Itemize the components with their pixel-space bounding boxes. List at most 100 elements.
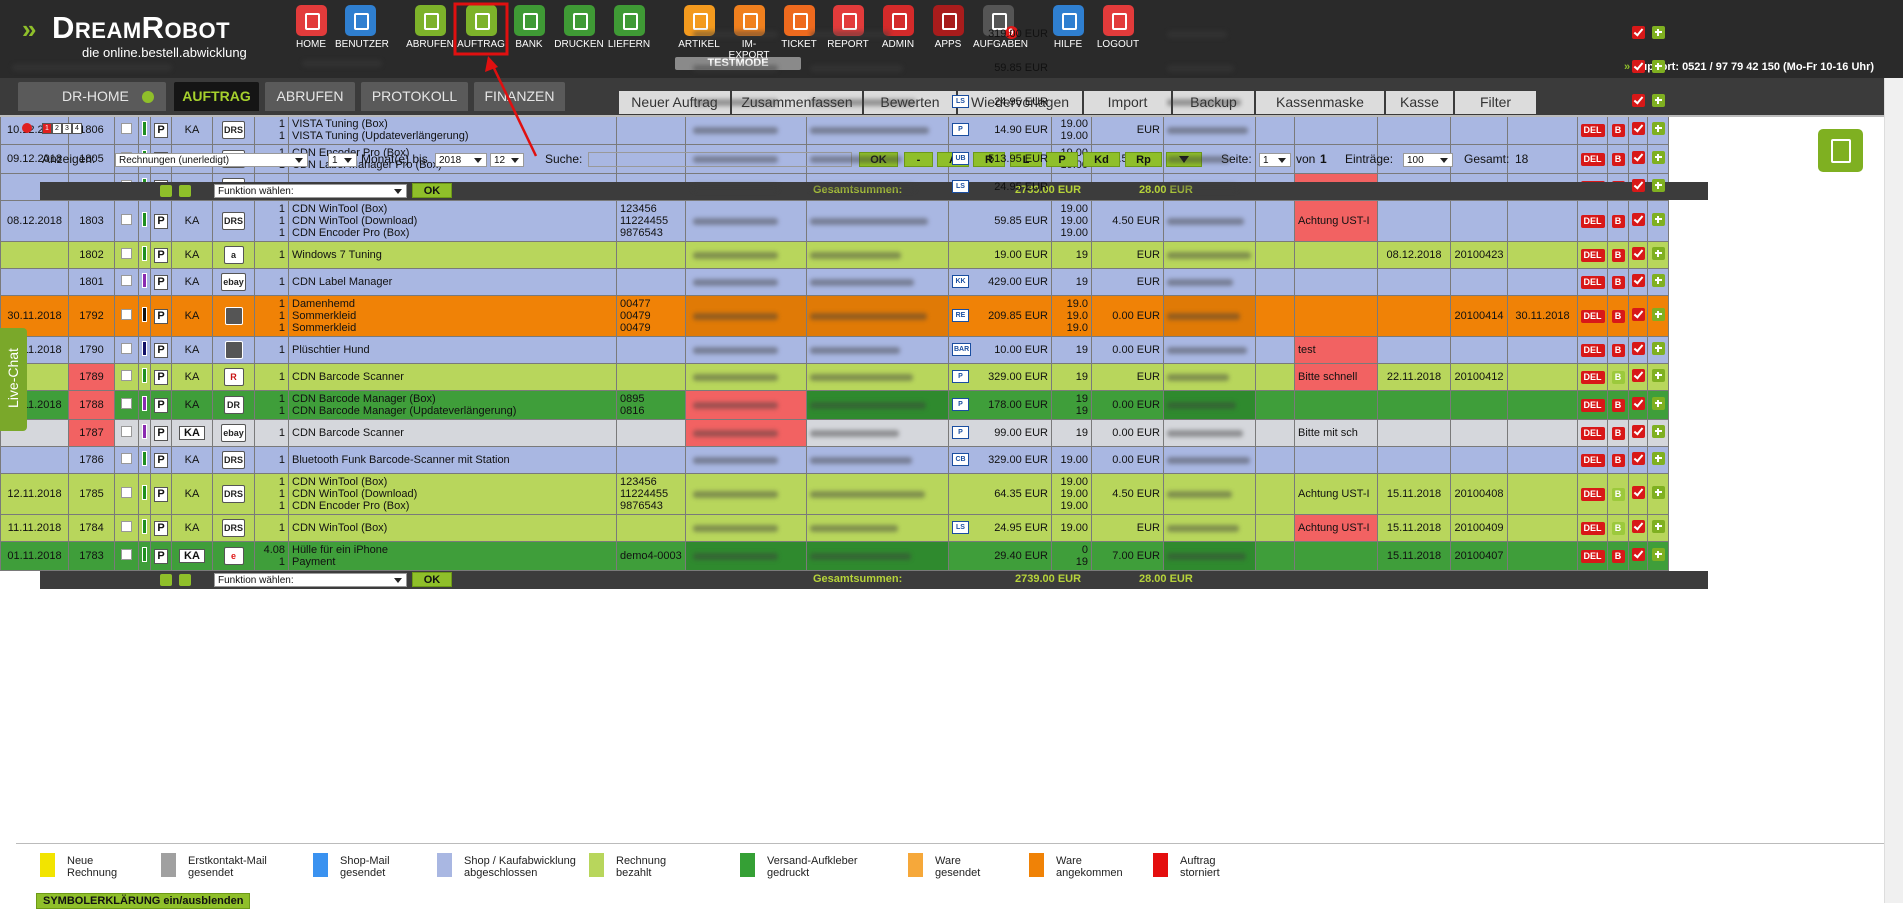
- nav-button[interactable]: REPORT: [823, 5, 873, 50]
- nav-button[interactable]: HILFE: [1043, 5, 1093, 50]
- uncheck-all[interactable]: [179, 574, 191, 586]
- b-button[interactable]: B: [1611, 453, 1625, 467]
- select[interactable]: 1: [1259, 153, 1291, 167]
- order-row[interactable]: 1786 P KA DRS 1 Bluetooth Funk Barcode-Scanne…: [0, 446, 1669, 474]
- order-row[interactable]: 10.12.2018 1806 P KA DRS 1 1 VISTA Tuning (Box)…: [0, 115, 1669, 145]
- b-button[interactable]: B: [1611, 521, 1625, 535]
- check-button[interactable]: [1631, 486, 1645, 499]
- add-button[interactable]: [1651, 151, 1665, 164]
- add-button[interactable]: [1651, 247, 1665, 260]
- add-button[interactable]: [1651, 94, 1665, 107]
- add-button[interactable]: [1651, 213, 1665, 226]
- delete-button[interactable]: DEL: [1580, 549, 1605, 563]
- filter-button[interactable]: OK: [859, 152, 898, 167]
- delete-button[interactable]: DEL: [1580, 426, 1605, 440]
- nav-button[interactable]: HOME: [286, 5, 336, 50]
- function-ok[interactable]: OK: [412, 572, 452, 587]
- order-row[interactable]: 1787 P KA ebay 1 CDN Barcode Scanner P 99.00 EU…: [0, 419, 1669, 447]
- delete-button[interactable]: DEL: [1580, 309, 1605, 323]
- add-button[interactable]: [1651, 274, 1665, 287]
- check-button[interactable]: [1631, 122, 1645, 135]
- delete-button[interactable]: DEL: [1580, 370, 1605, 384]
- order-row[interactable]: 22.11.2018 1790 P KA 1 Plüschtier Hund BAR 10.0…: [0, 336, 1669, 364]
- pager-item[interactable]: 1: [42, 123, 52, 134]
- check-button[interactable]: [1631, 274, 1645, 287]
- checkbox[interactable]: [121, 123, 132, 134]
- checkbox[interactable]: [121, 521, 132, 532]
- b-button[interactable]: B: [1611, 398, 1625, 412]
- search-input[interactable]: [588, 152, 852, 167]
- filter-button[interactable]: Rp: [1125, 152, 1162, 167]
- delete-button[interactable]: DEL: [1580, 487, 1605, 501]
- select[interactable]: 100: [1403, 153, 1453, 167]
- b-button[interactable]: B: [1611, 309, 1625, 323]
- add-button[interactable]: [1651, 26, 1665, 39]
- add-button[interactable]: [1651, 397, 1665, 410]
- delete-button[interactable]: DEL: [1580, 248, 1605, 262]
- b-button[interactable]: B: [1611, 370, 1625, 384]
- subtab[interactable]: Zusammenfassen: [732, 91, 864, 114]
- nav-button[interactable]: ADMIN: [873, 5, 923, 50]
- check-button[interactable]: [1631, 397, 1645, 410]
- checkbox[interactable]: [121, 343, 132, 354]
- select[interactable]: 12: [490, 153, 524, 167]
- order-row[interactable]: 1789 P KA R 1 CDN Barcode Scanner P 329.00 EUR 1…: [0, 363, 1669, 391]
- select[interactable]: 1: [328, 153, 357, 167]
- checkbox[interactable]: [121, 370, 132, 381]
- subtab[interactable]: Import: [1084, 91, 1173, 114]
- delete-button[interactable]: DEL: [1580, 214, 1605, 228]
- nav-button[interactable]: IM-EXPORT: [724, 5, 774, 61]
- nav-button[interactable]: ARTIKEL: [674, 5, 724, 50]
- filter-button[interactable]: Kd: [1083, 152, 1120, 167]
- checkbox[interactable]: [121, 426, 132, 437]
- pager-item[interactable]: 3: [62, 123, 72, 134]
- tab[interactable]: FINANZEN: [474, 82, 565, 111]
- check-button[interactable]: [1631, 369, 1645, 382]
- order-row[interactable]: 01.11.2018 1783 P KA e 4.08 1 Hülle für ein iPh…: [0, 541, 1669, 571]
- check-all[interactable]: [160, 574, 172, 586]
- b-button[interactable]: B: [1611, 426, 1625, 440]
- check-button[interactable]: [1631, 308, 1645, 321]
- delete-button[interactable]: DEL: [1580, 123, 1605, 137]
- checkbox[interactable]: [121, 214, 132, 225]
- pager-item[interactable]: 2: [52, 123, 62, 134]
- order-row[interactable]: 30.11.2018 1792 P KA 1 1 1 Damenhemd Sommerkleid…: [0, 295, 1669, 337]
- function-select[interactable]: Funktion wählen:: [214, 573, 407, 587]
- delete-button[interactable]: DEL: [1580, 275, 1605, 289]
- function-ok[interactable]: OK: [412, 183, 452, 198]
- b-button[interactable]: B: [1611, 549, 1625, 563]
- checkbox[interactable]: [121, 549, 132, 560]
- b-button[interactable]: B: [1611, 343, 1625, 357]
- check-button[interactable]: [1631, 452, 1645, 465]
- nav-button[interactable]: LIEFERN: [604, 5, 654, 50]
- b-button[interactable]: B: [1611, 487, 1625, 501]
- order-row[interactable]: 1801 P KA ebay 1 CDN Label Manager KK 429.00 EU…: [0, 268, 1669, 296]
- check-button[interactable]: [1631, 520, 1645, 533]
- checkbox[interactable]: [121, 248, 132, 259]
- delete-button[interactable]: DEL: [1580, 398, 1605, 412]
- delete-button[interactable]: DEL: [1580, 343, 1605, 357]
- tab[interactable]: AUFTRAG: [174, 82, 259, 111]
- b-button[interactable]: B: [1611, 275, 1625, 289]
- subtab[interactable]: Backup: [1173, 91, 1256, 114]
- order-row[interactable]: 11.11.2018 1784 P KA DRS 1 CDN WinTool (Box) LS…: [0, 514, 1669, 542]
- add-button[interactable]: [1651, 486, 1665, 499]
- check-button[interactable]: [1631, 247, 1645, 260]
- order-row[interactable]: 15.11.2018 1788 P KA DR 1 1 CDN Barcode Manager…: [0, 390, 1669, 420]
- subtab[interactable]: Filter: [1455, 91, 1538, 114]
- order-row[interactable]: 08.12.2018 1803 P KA DRS 1 1 1 CDN WinTool (Box)…: [0, 200, 1669, 242]
- nav-button[interactable]: BENUTZER: [335, 5, 389, 50]
- edit-button[interactable]: [1818, 129, 1863, 172]
- order-row[interactable]: 12.11.2018 1785 P KA DRS 1 1 1 CDN WinTool (Box)…: [0, 473, 1669, 515]
- b-button[interactable]: B: [1611, 152, 1625, 166]
- b-button[interactable]: B: [1611, 214, 1625, 228]
- uncheck-all[interactable]: [179, 185, 191, 197]
- subtab[interactable]: Kassenmaske: [1256, 91, 1386, 114]
- add-button[interactable]: [1651, 520, 1665, 533]
- check-button[interactable]: [1631, 548, 1645, 561]
- check-button[interactable]: [1631, 425, 1645, 438]
- delete-button[interactable]: DEL: [1580, 453, 1605, 467]
- b-button[interactable]: B: [1611, 123, 1625, 137]
- checkbox[interactable]: [121, 453, 132, 464]
- check-button[interactable]: [1631, 179, 1645, 192]
